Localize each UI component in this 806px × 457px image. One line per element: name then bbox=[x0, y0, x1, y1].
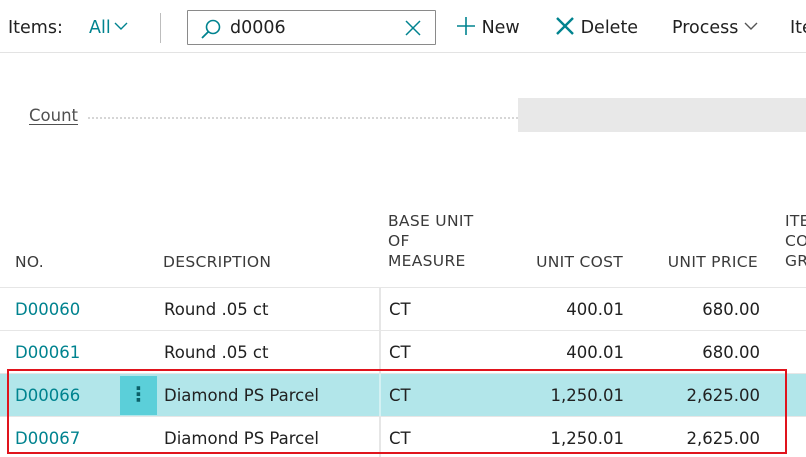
delete-button-label: Delete bbox=[580, 18, 639, 38]
delete-x-icon bbox=[556, 17, 574, 35]
base-unit-cell: CT bbox=[389, 429, 411, 448]
column-divider bbox=[379, 288, 381, 331]
delete-button[interactable]: Delete bbox=[555, 0, 638, 56]
action-bar: Items: All New Delete Process Ite bbox=[0, 0, 806, 53]
unit-price-cell: 2,625.00 bbox=[686, 386, 760, 405]
column-header-unit-price[interactable]: UNIT PRICE bbox=[667, 253, 758, 271]
column-header-item-category[interactable]: ITE CO GR bbox=[785, 211, 806, 271]
count-cue-leader bbox=[88, 117, 518, 119]
item-no-link[interactable]: D00066 bbox=[15, 386, 81, 405]
table-row[interactable]: D00060 Round .05 ct CT 400.01 680.00 bbox=[0, 287, 806, 331]
column-divider bbox=[379, 374, 381, 417]
unit-price-cell: 680.00 bbox=[702, 300, 760, 319]
column-header-no[interactable]: NO. bbox=[15, 253, 44, 271]
base-unit-cell: CT bbox=[389, 343, 411, 362]
process-menu-button[interactable]: Process bbox=[672, 0, 758, 56]
unit-cost-cell: 400.01 bbox=[566, 343, 624, 362]
unit-price-cell: 680.00 bbox=[702, 343, 760, 362]
view-filter-label: All bbox=[89, 18, 111, 38]
header-line: MEASURE bbox=[388, 252, 466, 270]
description-cell: Round .05 ct bbox=[164, 343, 269, 362]
header-line: OF bbox=[388, 232, 410, 250]
new-button[interactable]: New bbox=[456, 0, 520, 56]
description-cell: Diamond PS Parcel bbox=[164, 386, 319, 405]
chevron-down-icon bbox=[114, 22, 128, 30]
header-line: CO bbox=[785, 232, 806, 250]
header-line: GR bbox=[785, 252, 806, 270]
table-row-selected[interactable]: D00066 ⋮ Diamond PS Parcel CT 1,250.01 2… bbox=[0, 373, 806, 417]
unit-price-cell: 2,625.00 bbox=[686, 429, 760, 448]
view-filter-dropdown[interactable]: All bbox=[89, 0, 128, 56]
item-menu-button[interactable]: Ite bbox=[790, 18, 806, 38]
search-box[interactable] bbox=[187, 10, 436, 45]
toolbar-divider bbox=[160, 13, 161, 43]
base-unit-cell: CT bbox=[389, 300, 411, 319]
unit-cost-cell: 400.01 bbox=[566, 300, 624, 319]
search-input[interactable] bbox=[230, 15, 390, 41]
item-no-link[interactable]: D00060 bbox=[15, 300, 81, 319]
header-line: BASE UNIT bbox=[388, 212, 474, 230]
table-row[interactable]: D00067 Diamond PS Parcel CT 1,250.01 2,6… bbox=[0, 416, 806, 457]
column-header-unit-cost[interactable]: UNIT COST bbox=[536, 253, 623, 271]
plus-icon bbox=[457, 17, 475, 35]
process-menu-label: Process bbox=[672, 18, 739, 38]
table-row[interactable]: D00061 Round .05 ct CT 400.01 680.00 bbox=[0, 330, 806, 374]
search-icon bbox=[201, 19, 221, 39]
column-divider bbox=[379, 331, 381, 374]
base-unit-cell: CT bbox=[389, 386, 411, 405]
column-header-description[interactable]: DESCRIPTION bbox=[163, 253, 272, 271]
row-actions-menu-button[interactable]: ⋮ bbox=[120, 376, 157, 415]
header-line: ITE bbox=[785, 212, 806, 230]
new-button-label: New bbox=[481, 18, 520, 38]
unit-cost-cell: 1,250.01 bbox=[550, 429, 624, 448]
item-no-link[interactable]: D00067 bbox=[15, 429, 81, 448]
count-cue-link[interactable]: Count bbox=[29, 106, 79, 125]
clear-icon[interactable] bbox=[404, 19, 422, 37]
count-cue-bar bbox=[518, 98, 806, 132]
item-no-link[interactable]: D00061 bbox=[15, 343, 81, 362]
unit-cost-cell: 1,250.01 bbox=[550, 386, 624, 405]
description-cell: Round .05 ct bbox=[164, 300, 269, 319]
column-divider bbox=[379, 417, 381, 457]
page-title: Items: bbox=[8, 18, 63, 38]
description-cell: Diamond PS Parcel bbox=[164, 429, 319, 448]
column-header-base-unit[interactable]: BASE UNIT OF MEASURE bbox=[388, 211, 498, 271]
chevron-down-icon bbox=[744, 22, 758, 30]
